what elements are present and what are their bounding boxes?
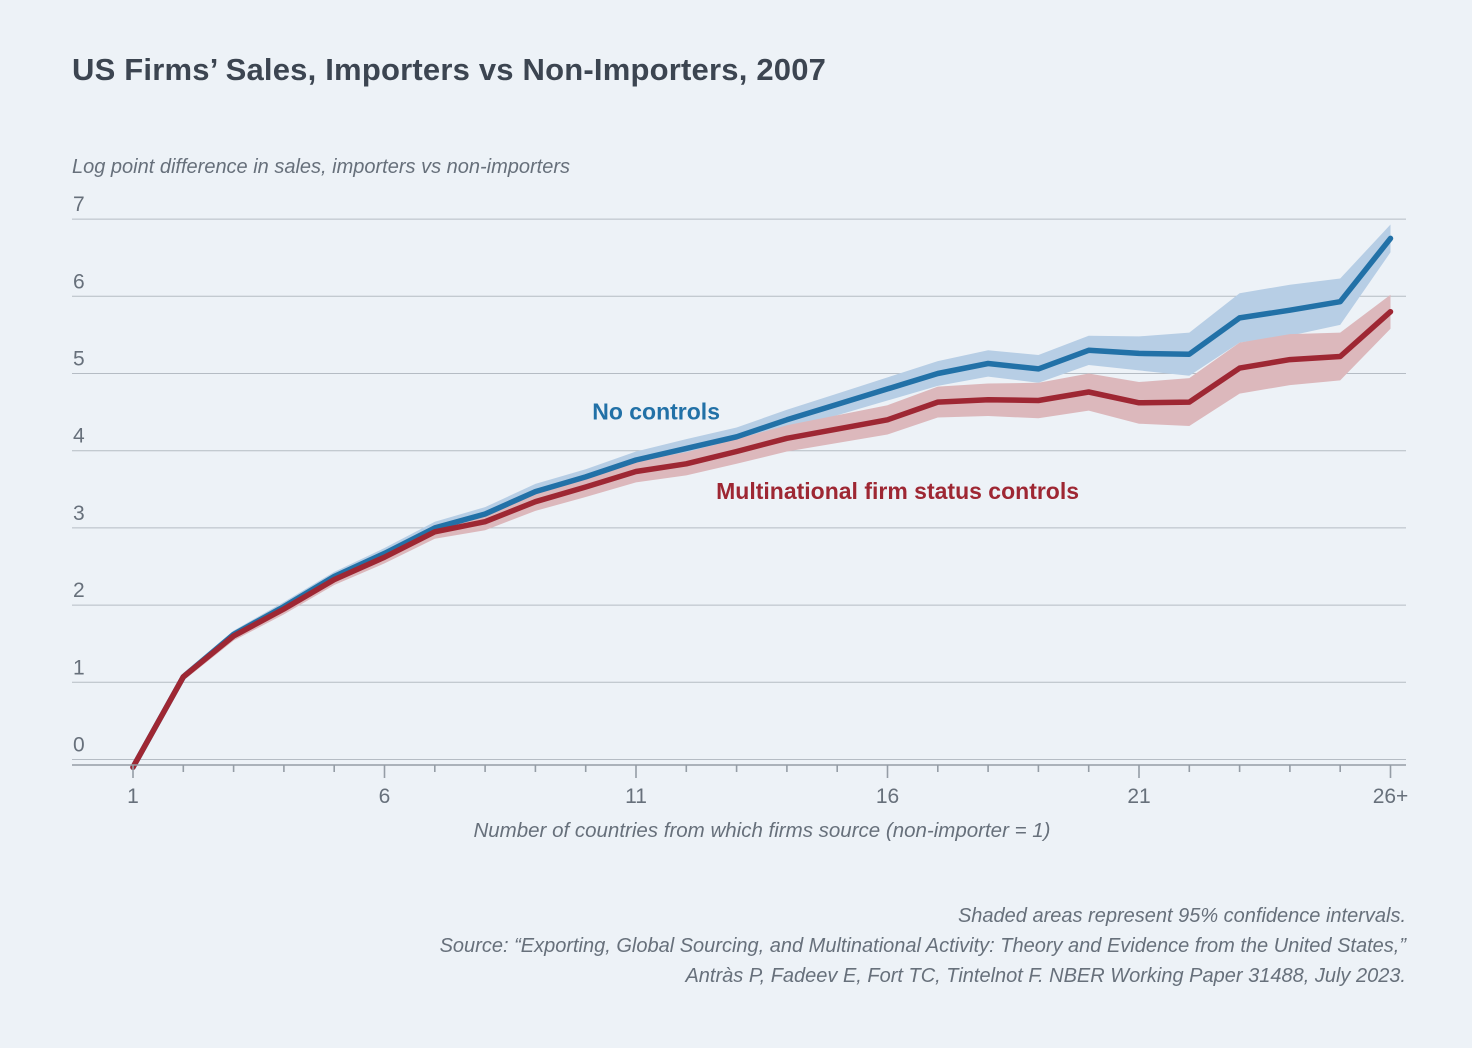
ci-band — [133, 224, 1391, 770]
y-axis-title: Log point difference in sales, importers… — [72, 156, 571, 178]
y-tick-label: 0 — [73, 734, 85, 757]
x-tick-label: 21 — [1127, 785, 1150, 808]
y-tick-label: 2 — [73, 579, 85, 602]
source-line-1: Source: “Exporting, Global Sourcing, and… — [439, 935, 1406, 957]
ci-note-line: Shaded areas represent 95% confidence in… — [957, 905, 1406, 927]
y-tick-label: 3 — [73, 502, 85, 525]
chart-title: US Firms’ Sales, Importers vs Non-Import… — [72, 52, 827, 87]
x-tick-label: 26+ — [1373, 785, 1409, 808]
y-tick-label: 4 — [73, 425, 85, 448]
source-note: Shaded areas represent 95% confidence in… — [440, 901, 1406, 991]
x-tick-labels: 1 6 11 16 21 26+ — [127, 785, 1408, 808]
y-tick-labels: 0 1 2 3 4 5 6 7 — [73, 193, 85, 756]
x-tick-label: 6 — [379, 785, 391, 808]
x-tick-label: 16 — [876, 785, 899, 808]
series-line — [130, 308, 1394, 770]
source-line-2: Antràs P, Fadeev E, Fort TC, Tintelnot F… — [685, 965, 1406, 987]
ci-band — [133, 294, 1391, 770]
series-label: No controls — [592, 398, 720, 424]
x-tick-label: 11 — [625, 785, 647, 808]
series-lines — [130, 235, 1394, 770]
series-line — [130, 235, 1394, 770]
x-tick-label: 1 — [127, 785, 139, 808]
y-tick-label: 6 — [73, 270, 85, 293]
y-tick-label: 5 — [73, 348, 85, 371]
confidence-bands — [133, 224, 1391, 770]
x-axis-title: Number of countries from which firms sou… — [473, 819, 1050, 842]
series-label: Multinational firm status controls — [716, 478, 1079, 504]
y-tick-label: 1 — [73, 656, 85, 679]
x-axis-ticks — [132, 765, 1392, 778]
y-tick-label: 7 — [73, 193, 85, 216]
